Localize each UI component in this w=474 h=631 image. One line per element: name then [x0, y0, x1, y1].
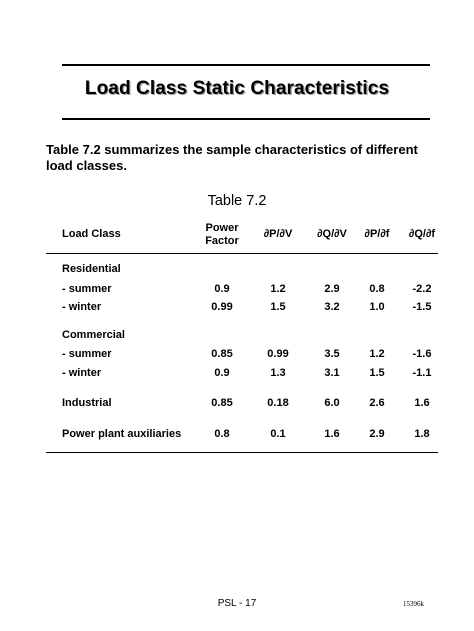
cell-dpdf: 2.9 [369, 428, 385, 440]
cell-pf: 0.85 [211, 348, 233, 360]
row-label: - summer [62, 348, 112, 360]
cell-dpdf: 2.6 [369, 397, 385, 409]
row-label: - summer [62, 283, 112, 295]
cell-dqdv: 3.2 [324, 301, 340, 313]
cell-dqdf: -2.2 [412, 283, 432, 295]
cell-pf: 0.99 [211, 301, 233, 313]
header-dpdv: ∂P/∂V [263, 228, 293, 240]
cell-dpdv: 1.2 [270, 283, 286, 295]
cell-dqdf: -1.5 [412, 301, 432, 313]
table-caption: Table 7.2 [207, 193, 267, 209]
cell-dpdf: 1.0 [369, 301, 385, 313]
row-label: Industrial [62, 397, 112, 409]
header-power-factor-line1: Power [205, 222, 239, 234]
cell-dpdf: 1.5 [369, 367, 385, 379]
cell-dpdv: 1.5 [270, 301, 286, 313]
cell-pf: 0.9 [214, 283, 230, 295]
row-label: - winter [62, 301, 102, 313]
header-power-factor: Power Factor [192, 222, 252, 248]
cell-dpdf: 1.2 [369, 348, 385, 360]
row-label: - winter [62, 367, 102, 379]
cell-dqdf: -1.1 [412, 367, 432, 379]
table-bottom-divider [46, 452, 438, 453]
cell-pf: 0.85 [211, 397, 233, 409]
cell-pf: 0.8 [214, 428, 230, 440]
cell-dpdf: 0.8 [369, 283, 385, 295]
header-dpdf: ∂P/∂f [364, 228, 390, 240]
cell-dqdv: 3.5 [324, 348, 340, 360]
row-label: Commercial [62, 329, 125, 341]
header-load-class: Load Class [62, 228, 121, 240]
cell-dqdv: 3.1 [324, 367, 340, 379]
bottom-rule [62, 118, 430, 120]
intro-text: Table 7.2 summarizes the sample characte… [46, 142, 418, 173]
cell-dqdv: 1.6 [324, 428, 340, 440]
slide-code: 15396k [403, 600, 424, 608]
cell-dqdf: -1.6 [412, 348, 432, 360]
row-label: Power plant auxiliaries [62, 428, 182, 440]
cell-dpdv: 0.18 [267, 397, 289, 409]
slide-title: Load Class Static Characteristics [84, 78, 390, 99]
cell-pf: 0.9 [214, 367, 230, 379]
cell-dqdf: 1.6 [414, 397, 430, 409]
cell-dpdv: 0.1 [270, 428, 286, 440]
header-divider [46, 253, 438, 254]
page-number: PSL - 17 [217, 598, 257, 609]
cell-dqdv: 6.0 [324, 397, 340, 409]
cell-dqdf: 1.8 [414, 428, 430, 440]
top-rule [62, 64, 430, 66]
row-label: Residential [62, 263, 121, 275]
cell-dqdv: 2.9 [324, 283, 340, 295]
cell-dpdv: 0.99 [267, 348, 289, 360]
header-power-factor-line2: Factor [205, 235, 239, 247]
cell-dpdv: 1.3 [270, 367, 286, 379]
header-dqdf: ∂Q/∂f [408, 228, 436, 240]
header-dqdv: ∂Q/∂V [317, 228, 347, 240]
